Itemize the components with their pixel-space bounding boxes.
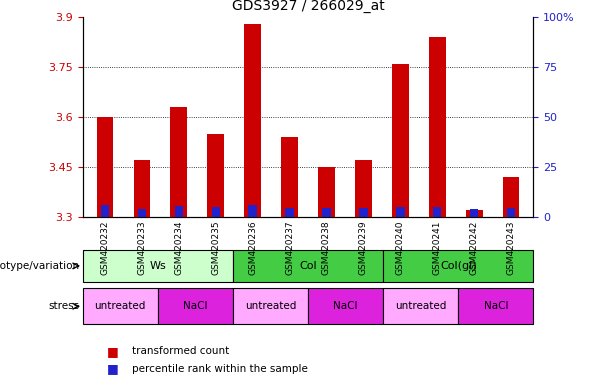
Bar [433,207,441,217]
Bar [466,210,482,217]
Bar [507,208,516,217]
Bar [503,177,519,217]
Bar [207,134,224,217]
Bar [318,167,335,217]
Bar [134,161,150,217]
Text: GSM420234: GSM420234 [174,221,183,275]
Bar [355,161,371,217]
Text: GSM420238: GSM420238 [322,221,331,275]
Bar [383,288,458,324]
Bar [248,205,257,217]
Bar [158,288,233,324]
Text: untreated: untreated [245,301,296,311]
Bar [138,209,146,217]
Bar [101,205,109,217]
Bar [233,288,308,324]
Bar [281,137,298,217]
Bar [211,207,220,217]
Text: ■: ■ [107,345,119,358]
Text: stress: stress [48,301,80,311]
Bar [83,288,158,324]
Bar [429,37,446,217]
Text: NaCl: NaCl [484,301,508,311]
Bar [322,208,330,217]
Bar [83,250,233,282]
Text: GSM420232: GSM420232 [101,221,109,275]
Text: GSM420236: GSM420236 [248,221,257,275]
Bar [97,117,113,217]
Bar [383,250,533,282]
Title: GDS3927 / 266029_at: GDS3927 / 266029_at [232,0,384,13]
Bar [245,24,261,217]
Text: percentile rank within the sample: percentile rank within the sample [132,364,308,374]
Bar [458,288,533,324]
Text: GSM420239: GSM420239 [359,221,368,275]
Text: GSM420237: GSM420237 [285,221,294,275]
Text: ■: ■ [107,362,119,375]
Text: GSM420240: GSM420240 [396,221,405,275]
Bar [175,206,183,217]
Text: NaCl: NaCl [183,301,208,311]
Text: untreated: untreated [395,301,446,311]
Text: Col(gl): Col(gl) [440,261,476,271]
Text: NaCl: NaCl [333,301,358,311]
Text: transformed count: transformed count [132,346,229,356]
Bar [170,107,187,217]
Bar [233,250,383,282]
Bar [286,208,294,217]
Text: GSM420233: GSM420233 [137,221,147,275]
Text: untreated: untreated [94,301,146,311]
Text: GSM420242: GSM420242 [470,221,479,275]
Text: GSM420235: GSM420235 [211,221,220,275]
Text: GSM420243: GSM420243 [507,221,516,275]
Text: genotype/variation: genotype/variation [0,261,80,271]
Bar [396,207,405,217]
Text: GSM420241: GSM420241 [433,221,442,275]
Bar [308,288,383,324]
Text: Col: Col [299,261,317,271]
Text: Ws: Ws [150,261,166,271]
Bar [470,209,478,217]
Bar [359,208,368,217]
Bar [392,64,409,217]
